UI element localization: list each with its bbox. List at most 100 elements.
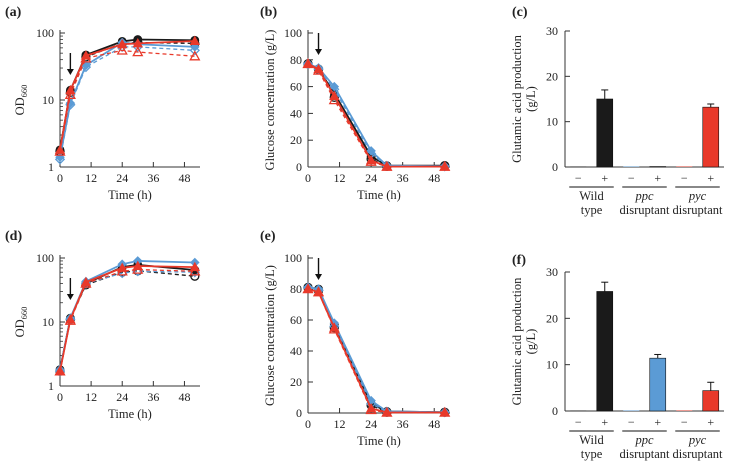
series-line: [59, 41, 195, 152]
series-line: [59, 270, 195, 372]
data-point: [328, 94, 340, 105]
panel-label: (b): [260, 5, 277, 20]
series-line: [307, 286, 445, 414]
series-line: [307, 286, 445, 413]
arrow-head: [66, 294, 74, 300]
y-axis-label-main: OD: [13, 319, 27, 337]
data-point: [189, 50, 201, 61]
panel-e: 0 20 40 60 80 100 0 12 24 36 48 Time (h) Glucose con…: [263, 251, 451, 448]
bar-plus: [702, 106, 720, 168]
panel-label: (c): [512, 5, 528, 20]
data-point: [381, 160, 393, 171]
panel-label: (a): [5, 5, 22, 20]
group-label-line1: Wild: [579, 189, 604, 203]
y-tick-label: 40: [290, 106, 302, 120]
y-axis-label-units: (g/L): [524, 86, 538, 112]
data-point: [189, 35, 200, 45]
y-tick-label: 30: [546, 265, 558, 279]
group-label-line1: pyc: [688, 433, 707, 447]
series-line: [59, 265, 195, 372]
y-axis-label: Glucose concentration (g/L): [263, 265, 277, 406]
data-point: [116, 265, 128, 276]
x-tick-label: 24: [116, 390, 128, 404]
group-label-line2: disruptant: [673, 447, 724, 461]
y-tick-label: 100: [284, 26, 302, 40]
sign-plus-label: +: [707, 415, 714, 429]
data-point: [312, 64, 325, 75]
data-point: [54, 365, 66, 376]
series-line: [59, 38, 195, 151]
x-tick-label: 12: [334, 417, 346, 431]
y-axis-label: Glutamic acid production: [510, 34, 524, 162]
data-point: [302, 57, 314, 69]
series-line: [307, 62, 445, 168]
y-axis-label: Glucose concentration (g/L): [263, 30, 277, 171]
x-tick-label: 0: [57, 390, 63, 404]
x-tick-label: 48: [428, 171, 440, 185]
sign-minus-label: −: [575, 415, 582, 429]
x-tick-label: 24: [365, 171, 377, 185]
y-tick-label: 60: [290, 313, 302, 327]
data-point: [64, 314, 76, 325]
y-tick-label: 20: [546, 311, 558, 325]
group-label-line2: type: [581, 203, 603, 217]
data-point: [189, 265, 201, 276]
sign-minus-label: −: [681, 415, 688, 429]
x-tick-label: 36: [147, 171, 159, 185]
y-axis-label: OD660: [13, 85, 29, 116]
panel-label: (e): [260, 229, 276, 244]
y-tick-label: 60: [290, 80, 302, 94]
y-tick-label: 0: [552, 160, 558, 174]
data-point: [80, 52, 92, 63]
y-tick-label: 100: [36, 26, 54, 40]
x-tick-label: 48: [178, 390, 190, 404]
y-tick-label: 10: [546, 358, 558, 372]
bar-plus: [649, 357, 667, 412]
data-point: [365, 404, 377, 415]
y-tick-label: 20: [290, 133, 302, 147]
data-point: [312, 286, 325, 297]
bar-plus: [596, 291, 614, 412]
data-point: [189, 45, 200, 56]
y-tick-label: 30: [546, 24, 558, 38]
data-point: [328, 323, 340, 334]
x-tick-label: 0: [305, 171, 311, 185]
sign-minus-label: −: [575, 171, 582, 185]
x-axis-label: Time (h): [357, 188, 401, 202]
y-tick-label: 20: [290, 375, 302, 389]
panel-c: 0 10 20 30 Glutamic acid production (g/L) − + Wi…: [510, 24, 724, 217]
y-tick-label: 40: [290, 344, 302, 358]
sign-plus-label: +: [601, 171, 608, 185]
y-tick-label: 1: [48, 160, 54, 174]
arrow-head: [315, 49, 323, 55]
x-tick-label: 48: [428, 417, 440, 431]
series-line: [59, 260, 195, 370]
group-label-line1: ppc: [634, 189, 654, 203]
sign-minus-label: −: [681, 171, 688, 185]
x-tick-label: 0: [57, 171, 63, 185]
data-point: [132, 46, 144, 57]
series-line: [59, 46, 195, 160]
panel-a: 1 10 100 0 12 24 36 48 Time (h) OD660: [13, 26, 201, 202]
y-axis-label-units: (g/L): [524, 329, 538, 355]
bar-plus: [596, 98, 614, 168]
data-point: [64, 88, 76, 99]
x-tick-label: 36: [397, 417, 409, 431]
y-tick-label: 80: [290, 53, 302, 67]
series-line: [307, 288, 445, 414]
group-label-line1: pyc: [688, 189, 707, 203]
group-label-line2: disruptant: [620, 447, 671, 461]
x-tick-label: 0: [305, 417, 311, 431]
x-tick-label: 12: [334, 171, 346, 185]
y-tick-label: 100: [36, 251, 54, 265]
data-point: [80, 277, 92, 288]
y-tick-label: 10: [42, 315, 54, 329]
series-line: [59, 268, 195, 372]
data-point: [439, 406, 451, 417]
panel-b: 0 20 40 60 80 100 0 12 24 36 48 Time (h) Glucose con…: [263, 26, 451, 202]
data-point: [439, 160, 451, 171]
x-axis-label: Time (h): [108, 407, 152, 421]
group-label-line2: type: [581, 447, 603, 461]
group-label-line2: disruptant: [620, 203, 671, 217]
x-tick-label: 12: [85, 390, 97, 404]
